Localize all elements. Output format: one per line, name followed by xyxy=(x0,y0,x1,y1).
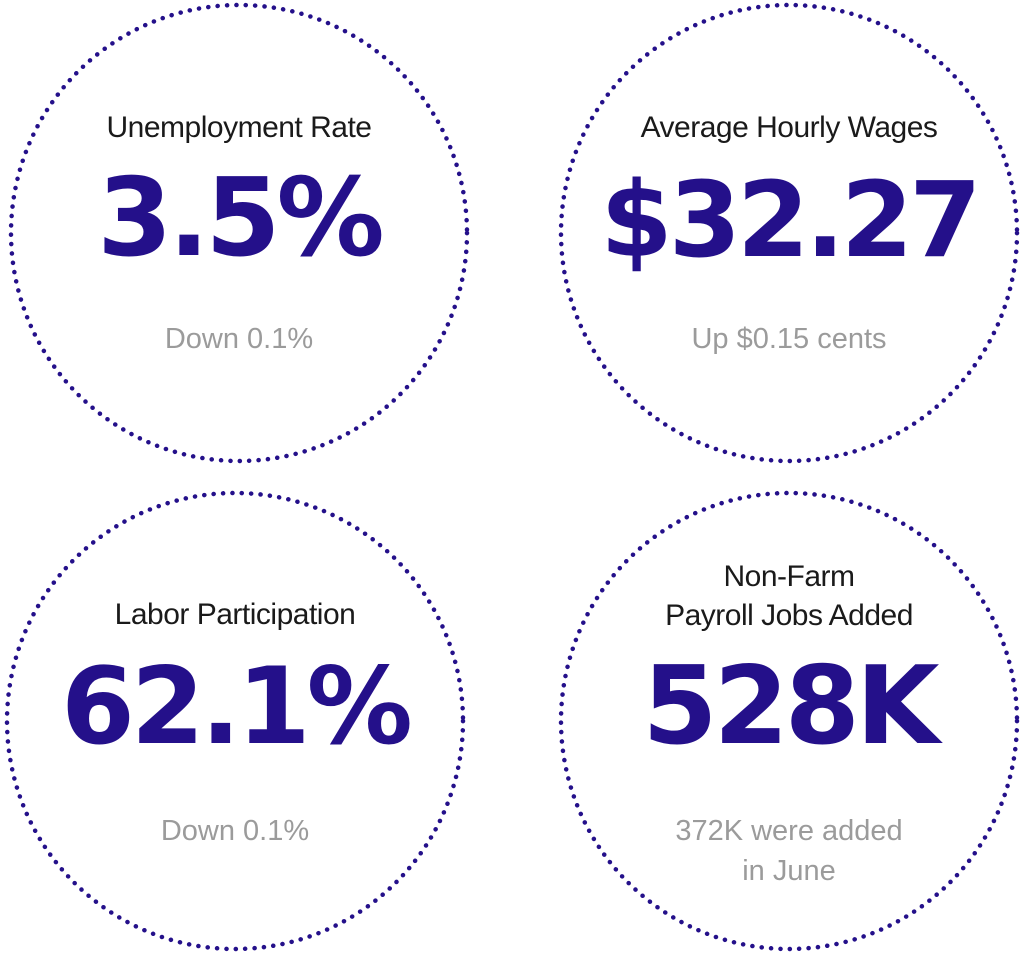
stat-card-average-hourly-wages: Average Hourly Wages $32.27 Up $0.15 cen… xyxy=(554,0,1024,470)
stat-value: $32.27 xyxy=(600,159,981,281)
stat-value: 528K xyxy=(642,644,939,769)
stat-change-note: Down 0.1% xyxy=(164,323,314,355)
stat-change-note: Up $0.15 cents xyxy=(691,323,887,355)
dotted-circle-border xyxy=(558,2,1020,464)
stat-label: Labor Participation xyxy=(114,598,356,631)
stat-change-note: Down 0.1% xyxy=(160,815,310,847)
stat-value: 62.1% xyxy=(61,645,413,768)
dotted-circle-border xyxy=(4,490,466,952)
stat-value: 3.5% xyxy=(97,156,385,281)
dotted-circle-border xyxy=(558,490,1020,952)
stat-change-note-line-2: in June xyxy=(742,855,836,887)
stat-change-note-line-1: 372K were added xyxy=(675,815,903,847)
stat-card-non-farm-payroll: Non-Farm Payroll Jobs Added 528K 372K we… xyxy=(554,488,1024,958)
stat-label: Unemployment Rate xyxy=(106,111,372,144)
stat-card-labor-participation: Labor Participation 62.1% Down 0.1% xyxy=(0,488,470,958)
stat-label-line-1: Non-Farm xyxy=(723,560,855,593)
stat-card-unemployment-rate: Unemployment Rate 3.5% Down 0.1% xyxy=(4,0,474,470)
stat-label: Average Hourly Wages xyxy=(640,111,938,144)
stat-label-line-2: Payroll Jobs Added xyxy=(665,599,913,632)
dotted-circle-border xyxy=(8,2,470,464)
